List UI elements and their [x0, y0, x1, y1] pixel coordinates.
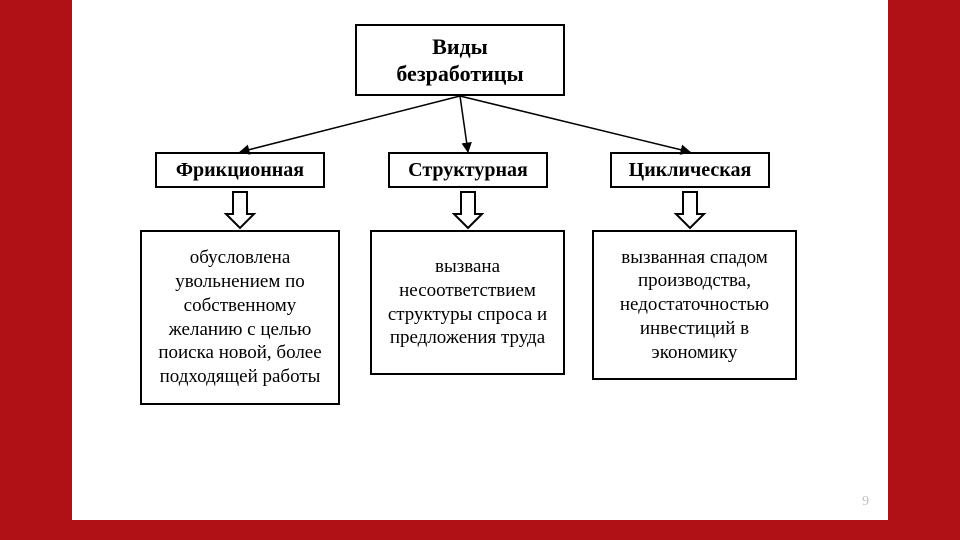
description-text-0: обусловлена увольнением по собственному … — [152, 246, 328, 389]
slide-frame: Виды безработицы Фрикционная обусловлена… — [0, 0, 960, 540]
root-node: Виды безработицы — [355, 24, 565, 96]
category-label-1: Структурная — [408, 158, 528, 183]
root-label: Виды безработицы — [367, 33, 553, 88]
description-text-2: вызванная спадом производства, недостато… — [604, 246, 785, 365]
description-node-2: вызванная спадом производства, недостато… — [592, 230, 797, 380]
category-node-0: Фрикционная — [155, 152, 325, 188]
page-number: 9 — [862, 494, 869, 510]
description-node-1: вызвана несоответствием структуры спроса… — [370, 230, 565, 375]
description-node-0: обусловлена увольнением по собственному … — [140, 230, 340, 405]
category-label-0: Фрикционная — [176, 158, 304, 183]
category-node-1: Структурная — [388, 152, 548, 188]
description-text-1: вызвана несоответствием структуры спроса… — [382, 255, 553, 350]
category-label-2: Циклическая — [629, 158, 752, 183]
category-node-2: Циклическая — [610, 152, 770, 188]
